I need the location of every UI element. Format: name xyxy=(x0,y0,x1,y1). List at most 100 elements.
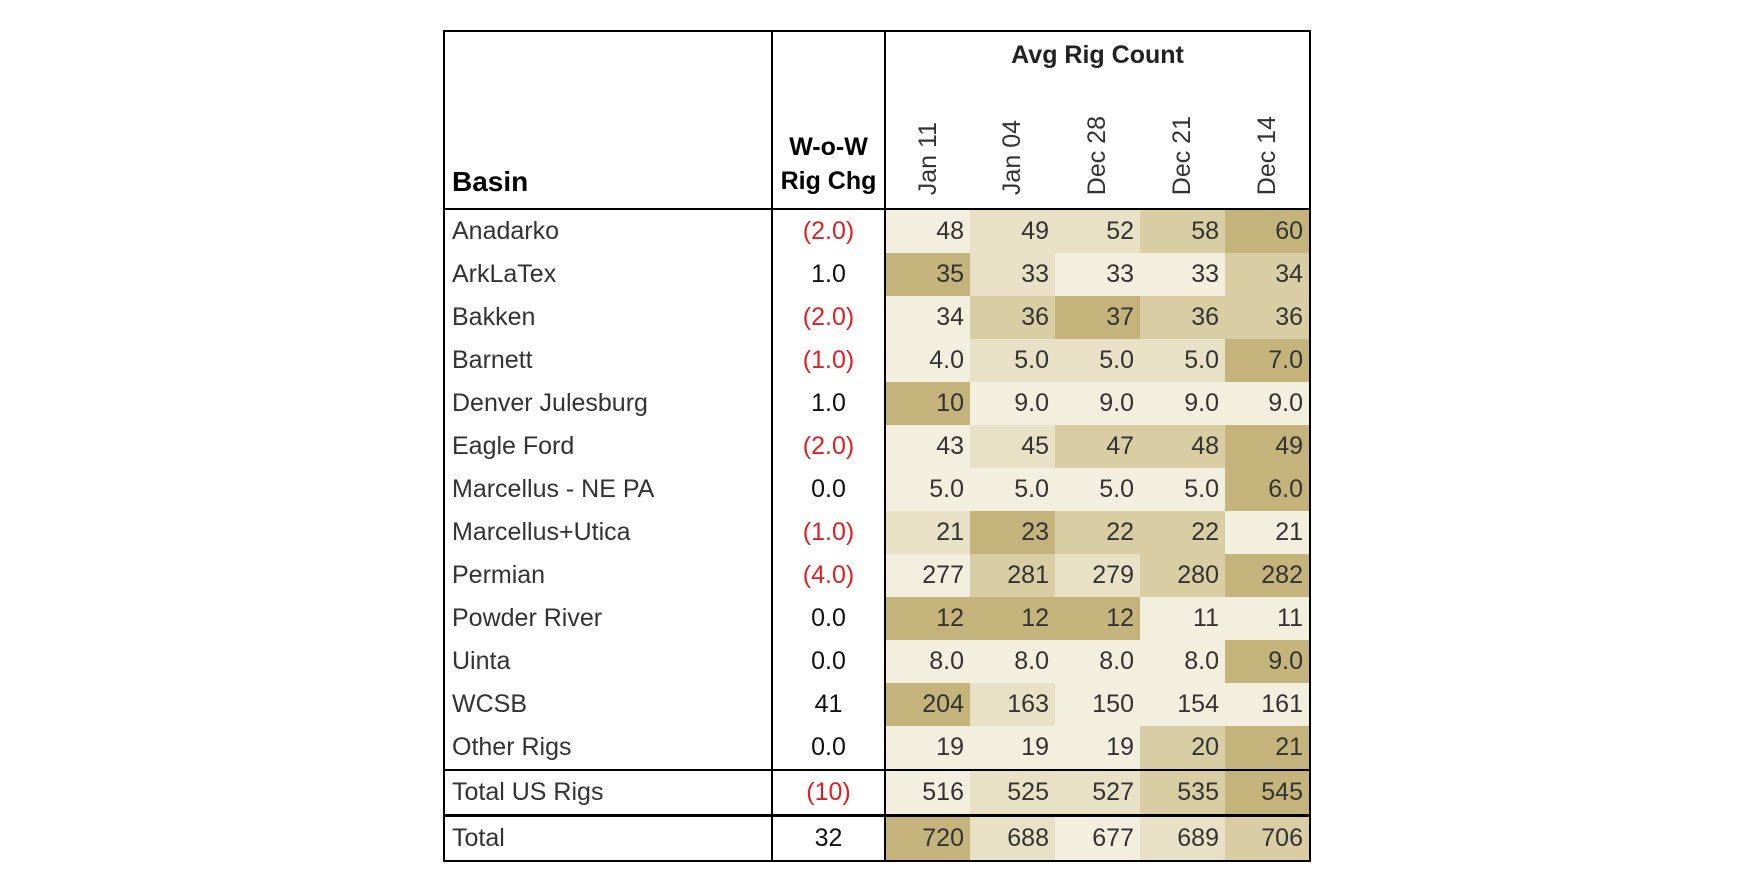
rig-count-cell: 22 xyxy=(1140,511,1225,554)
rig-change-cell: (10) xyxy=(772,769,886,816)
rig-count-cell: 21 xyxy=(885,511,970,554)
rig-count-cell: 5.0 xyxy=(1140,468,1225,511)
rig-count-cell: 4.0 xyxy=(885,339,970,382)
table-body: Anadarko (2.0) 48 49 52 58 60 ArkLaTex 1.0 35 33 33… xyxy=(443,209,1311,862)
rig-count-cell: 34 xyxy=(1225,253,1311,296)
date-label: Dec 14 xyxy=(1252,115,1281,195)
table-row: Powder River 0.0 12 12 12 11 11 xyxy=(443,597,1311,640)
wow-rig-change-header: W-o-W Rig Chg xyxy=(771,30,886,210)
avg-rig-count-header: Avg Rig Count xyxy=(885,30,1311,78)
basin-name-cell: Barnett xyxy=(443,339,773,382)
rig-count-cell: 9.0 xyxy=(1225,382,1311,425)
rig-count-cell: 8.0 xyxy=(1140,640,1225,683)
rig-count-cell: 5.0 xyxy=(1055,339,1140,382)
table-row: Marcellus+Utica (1.0) 21 23 22 22 21 xyxy=(443,511,1311,554)
rig-change-cell: (1.0) xyxy=(772,511,886,554)
rig-change-cell: 41 xyxy=(772,683,886,726)
rig-count-cell: 9.0 xyxy=(1055,382,1140,425)
table-row: WCSB 41 204 163 150 154 161 xyxy=(443,683,1311,726)
rig-count-cell: 8.0 xyxy=(1055,640,1140,683)
basin-name-cell: Marcellus+Utica xyxy=(443,511,773,554)
rig-count-cell: 58 xyxy=(1140,209,1225,253)
rig-count-cell: 8.0 xyxy=(970,640,1055,683)
chg-header-line2: Rig Chg xyxy=(780,167,877,195)
table-row: Denver Julesburg 1.0 10 9.0 9.0 9.0 9.0 xyxy=(443,382,1311,425)
table-row: Permian (4.0) 277 281 279 280 282 xyxy=(443,554,1311,597)
rig-count-cell: 48 xyxy=(1140,425,1225,468)
basin-name-cell: WCSB xyxy=(443,683,773,726)
basin-name-cell: Powder River xyxy=(443,597,773,640)
table-row: Uinta 0.0 8.0 8.0 8.0 8.0 9.0 xyxy=(443,640,1311,683)
rig-count-cell: 21 xyxy=(1225,511,1311,554)
rig-count-cell: 545 xyxy=(1225,769,1311,816)
date-header: Jan 11 xyxy=(885,78,970,210)
rig-change-cell: (2.0) xyxy=(772,425,886,468)
basin-name-cell: ArkLaTex xyxy=(443,253,773,296)
rig-change-cell: 0.0 xyxy=(772,468,886,511)
table-row: Barnett (1.0) 4.0 5.0 5.0 5.0 7.0 xyxy=(443,339,1311,382)
date-label: Dec 21 xyxy=(1168,115,1196,195)
rig-count-cell: 282 xyxy=(1225,554,1311,597)
rig-count-cell: 12 xyxy=(970,597,1055,640)
rig-count-cell: 49 xyxy=(970,209,1055,253)
rig-count-cell: 36 xyxy=(970,296,1055,339)
basin-name-cell: Anadarko xyxy=(443,209,773,253)
rig-count-cell: 7.0 xyxy=(1225,339,1311,382)
date-label: Jan 04 xyxy=(998,119,1026,195)
rig-count-cell: 9.0 xyxy=(1225,640,1311,683)
rig-count-cell: 9.0 xyxy=(1140,382,1225,425)
rig-count-cell: 5.0 xyxy=(1140,339,1225,382)
basin-name-cell: Permian xyxy=(443,554,773,597)
rig-change-cell: (2.0) xyxy=(772,209,886,253)
rig-count-cell: 45 xyxy=(970,425,1055,468)
total-us-row: Total US Rigs (10) 516 525 527 535 545 xyxy=(443,769,1311,816)
rig-count-cell: 23 xyxy=(970,511,1055,554)
basin-name-cell: Total xyxy=(443,814,773,862)
rig-count-cell: 6.0 xyxy=(1225,468,1311,511)
rig-count-cell: 36 xyxy=(1225,296,1311,339)
rig-count-cell: 48 xyxy=(885,209,970,253)
rig-count-cell: 5.0 xyxy=(970,468,1055,511)
rig-change-cell: 0.0 xyxy=(772,640,886,683)
rig-count-cell: 21 xyxy=(1225,726,1311,770)
basin-name-cell: Eagle Ford xyxy=(443,425,773,468)
date-header: Jan 04 xyxy=(970,78,1055,210)
rig-count-table: Basin W-o-W Rig Chg Avg Rig Count Jan 11… xyxy=(443,30,1311,862)
rig-count-cell: 5.0 xyxy=(1055,468,1140,511)
table-row: Anadarko (2.0) 48 49 52 58 60 xyxy=(443,209,1311,253)
rig-count-cell: 47 xyxy=(1055,425,1140,468)
rig-change-cell: (2.0) xyxy=(772,296,886,339)
rig-count-cell: 52 xyxy=(1055,209,1140,253)
rig-count-cell: 33 xyxy=(970,253,1055,296)
rig-count-cell: 49 xyxy=(1225,425,1311,468)
rig-count-cell: 154 xyxy=(1140,683,1225,726)
total-row: Total 32 720 688 677 689 706 xyxy=(443,814,1311,862)
rig-change-cell: 0.0 xyxy=(772,597,886,640)
date-label: Jan 11 xyxy=(913,121,942,195)
rig-count-cell: 11 xyxy=(1225,597,1311,640)
rig-count-cell: 535 xyxy=(1140,769,1225,816)
rig-count-cell: 5.0 xyxy=(885,468,970,511)
rig-change-cell: (4.0) xyxy=(772,554,886,597)
rig-count-cell: 19 xyxy=(885,726,970,770)
rig-count-cell: 34 xyxy=(885,296,970,339)
basin-name-cell: Denver Julesburg xyxy=(443,382,773,425)
rig-count-cell: 516 xyxy=(885,769,970,816)
rig-count-cell: 33 xyxy=(1055,253,1140,296)
rig-change-cell: 0.0 xyxy=(772,726,886,770)
rig-count-cell: 43 xyxy=(885,425,970,468)
table-row: Marcellus - NE PA 0.0 5.0 5.0 5.0 5.0 6.0 xyxy=(443,468,1311,511)
rig-count-cell: 5.0 xyxy=(970,339,1055,382)
rig-count-cell: 33 xyxy=(1140,253,1225,296)
date-header: Dec 21 xyxy=(1140,78,1225,210)
rig-count-cell: 163 xyxy=(970,683,1055,726)
table-row: Eagle Ford (2.0) 43 45 47 48 49 xyxy=(443,425,1311,468)
rig-count-cell: 12 xyxy=(1055,597,1140,640)
basin-name-cell: Uinta xyxy=(443,640,773,683)
rig-count-cell: 20 xyxy=(1140,726,1225,770)
rig-count-cell: 281 xyxy=(970,554,1055,597)
rig-count-cell: 280 xyxy=(1140,554,1225,597)
rig-count-cell: 720 xyxy=(885,814,970,862)
rig-count-cell: 677 xyxy=(1055,814,1140,862)
rig-count-cell: 11 xyxy=(1140,597,1225,640)
